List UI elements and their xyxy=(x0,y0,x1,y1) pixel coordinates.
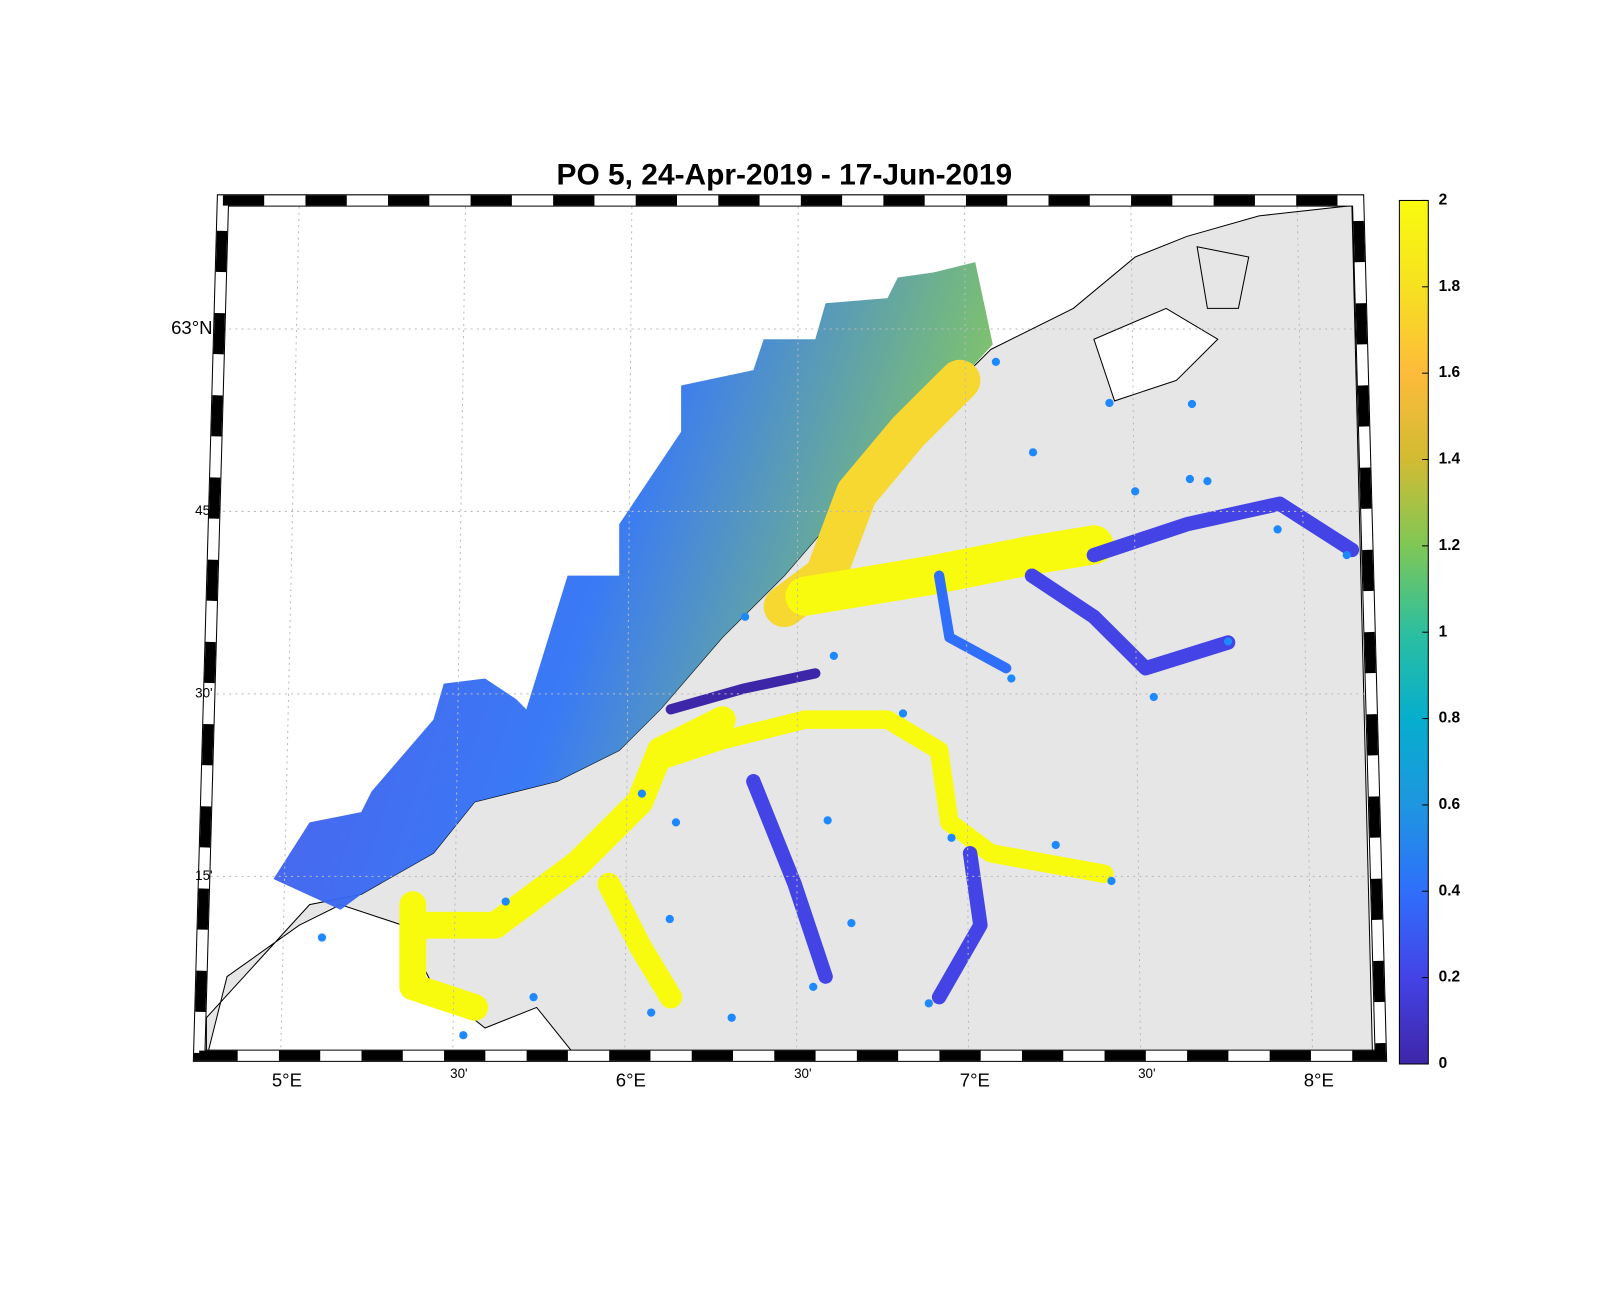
grid-line-lon xyxy=(1130,200,1142,1056)
model-field-fjords xyxy=(399,359,1360,1021)
lon-label: 5°E xyxy=(272,1069,302,1090)
lat-label: 30' xyxy=(195,685,212,700)
stations xyxy=(317,357,1372,1040)
map-area: PO 5, 24-Apr-2019 - 17-Jun-2019 xyxy=(171,159,1461,1091)
colorbar-tick-label: 1.4 xyxy=(1439,451,1461,468)
grid-line-lon xyxy=(452,200,467,1056)
colorbar-tick-label: 1.6 xyxy=(1439,364,1461,381)
water-inlet xyxy=(1093,307,1219,402)
lon-label: 8°E xyxy=(1304,1069,1334,1090)
lon-label: 30' xyxy=(1138,1066,1155,1081)
lat-label: 45' xyxy=(195,503,212,518)
island xyxy=(1196,246,1250,309)
frame-checker xyxy=(193,195,1387,1061)
colorbar-tick-label: 1.8 xyxy=(1439,278,1461,295)
lat-label: 15' xyxy=(195,868,212,883)
grid-line-lon xyxy=(796,200,799,1056)
colorbar-tick-label: 2 xyxy=(1439,192,1448,209)
axis-labels: 63°N 45' 30' 15' 5°E 30' 6°E 30' 7°E 30' 8°E xyxy=(171,317,1334,1090)
grid-line-lon xyxy=(280,200,300,1056)
colorbar-tick-label: 1.2 xyxy=(1439,537,1461,554)
grid-line-lon xyxy=(1296,200,1314,1056)
colorbar-tick-label: 0.8 xyxy=(1439,710,1461,727)
colorbar-tick-label: 0 xyxy=(1439,1055,1448,1072)
map-content xyxy=(199,200,1381,1056)
colorbar-tick-label: 0.6 xyxy=(1439,796,1461,813)
lon-label: 6°E xyxy=(616,1069,646,1090)
colorbar: 0 0.2 0.4 0.6 0.8 1 1.2 1.4 1.6 1.8 2 xyxy=(1398,192,1461,1072)
grid-line-lon xyxy=(963,200,970,1056)
grid-line-lon xyxy=(624,200,633,1056)
colorbar-tick-label: 0.2 xyxy=(1439,969,1461,986)
colorbar-tick-label: 0.4 xyxy=(1439,882,1461,899)
colorbar-tick-label: 1 xyxy=(1439,623,1448,640)
lon-label: 30' xyxy=(794,1066,811,1081)
title: PO 5, 24-Apr-2019 - 17-Jun-2019 xyxy=(557,159,1013,192)
graticule xyxy=(199,200,1381,1056)
model-field-offshore xyxy=(273,262,993,910)
lon-label: 30' xyxy=(450,1066,467,1081)
lat-label: 63°N xyxy=(171,317,212,338)
lon-label: 7°E xyxy=(960,1069,990,1090)
